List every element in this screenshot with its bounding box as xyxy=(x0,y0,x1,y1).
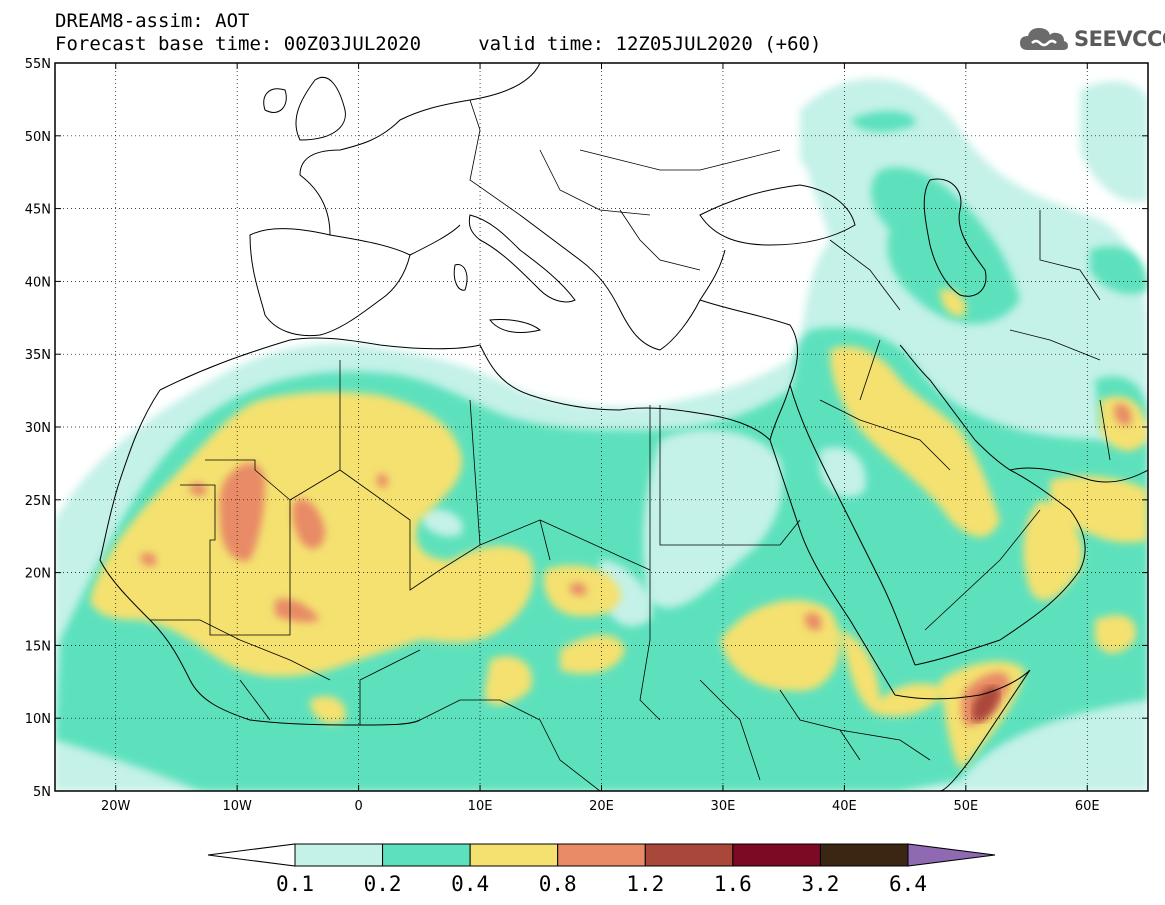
forecast-time-subtitle: Forecast base time: 00Z03JUL2020 valid t… xyxy=(55,33,822,55)
cloud-logo-icon xyxy=(1020,28,1068,50)
lat-tick-label: 15N xyxy=(25,639,51,654)
colorbar-level-label: 1.2 xyxy=(626,872,665,896)
lat-tick-label: 40N xyxy=(25,275,51,290)
colorbar-swatch xyxy=(732,843,821,867)
longitude-labels: 20W 10W 0 10E 20E 30E 40E 50E 60E xyxy=(101,799,1100,814)
colorbar-lower-extend xyxy=(207,843,296,867)
colorbar-swatch xyxy=(469,843,559,867)
coastlines xyxy=(99,63,1148,791)
country-borders xyxy=(150,99,1111,791)
lon-tick-label: 50E xyxy=(953,799,978,814)
axis-ticks xyxy=(55,62,1148,792)
seevccc-logo: SEEVCCC xyxy=(1018,22,1165,56)
lon-tick-label: 20W xyxy=(101,799,131,814)
colorbar-level-label: 0.8 xyxy=(538,872,577,896)
colorbar-swatch xyxy=(819,843,909,867)
lat-tick-label: 45N xyxy=(25,203,51,218)
colorbar-upper-extend xyxy=(907,843,996,867)
graticule xyxy=(55,62,1148,792)
lon-tick-label: 20E xyxy=(589,799,614,814)
colorbar-level-label: 1.6 xyxy=(713,872,752,896)
colorbar-level-label: 6.4 xyxy=(889,872,927,896)
colorbar-level-label: 0.1 xyxy=(276,872,314,896)
lat-tick-label: 35N xyxy=(25,348,51,363)
lon-tick-label: 60E xyxy=(1075,799,1100,814)
lon-tick-label: 0 xyxy=(354,799,362,814)
logo-text: SEEVCCC xyxy=(1074,27,1165,51)
map-title: DREAM8-assim: AOT xyxy=(55,10,250,32)
aot-light-patches xyxy=(420,429,866,627)
lat-tick-label: 50N xyxy=(25,130,51,145)
lat-tick-label: 20N xyxy=(25,567,51,582)
colorbar-swatch xyxy=(644,843,734,867)
latitude-labels: 55N 50N 45N 40N 35N 30N 25N 20N 15N 10N 5N xyxy=(25,57,51,800)
colorbar-level-label: 0.2 xyxy=(363,872,402,896)
lat-tick-label: 25N xyxy=(25,494,51,509)
lon-tick-label: 10W xyxy=(222,799,252,814)
aot-level-0.4 xyxy=(90,289,1148,770)
colorbar-swatch xyxy=(294,843,384,867)
colorbar-level-label: 3.2 xyxy=(801,872,840,896)
colorbar-level-label: 0.4 xyxy=(451,872,490,896)
lat-tick-label: 30N xyxy=(25,421,51,436)
aot-level-0.8 xyxy=(140,403,1132,726)
lat-tick-label: 10N xyxy=(25,712,51,727)
lon-tick-label: 10E xyxy=(468,799,493,814)
lon-tick-label: 30E xyxy=(711,799,736,814)
colorbar xyxy=(207,843,996,867)
colorbar-swatch xyxy=(382,843,471,867)
lon-tick-label: 40E xyxy=(832,799,857,814)
lat-tick-label: 55N xyxy=(25,57,51,72)
lat-tick-label: 5N xyxy=(33,785,51,800)
colorbar-swatch xyxy=(557,843,646,867)
